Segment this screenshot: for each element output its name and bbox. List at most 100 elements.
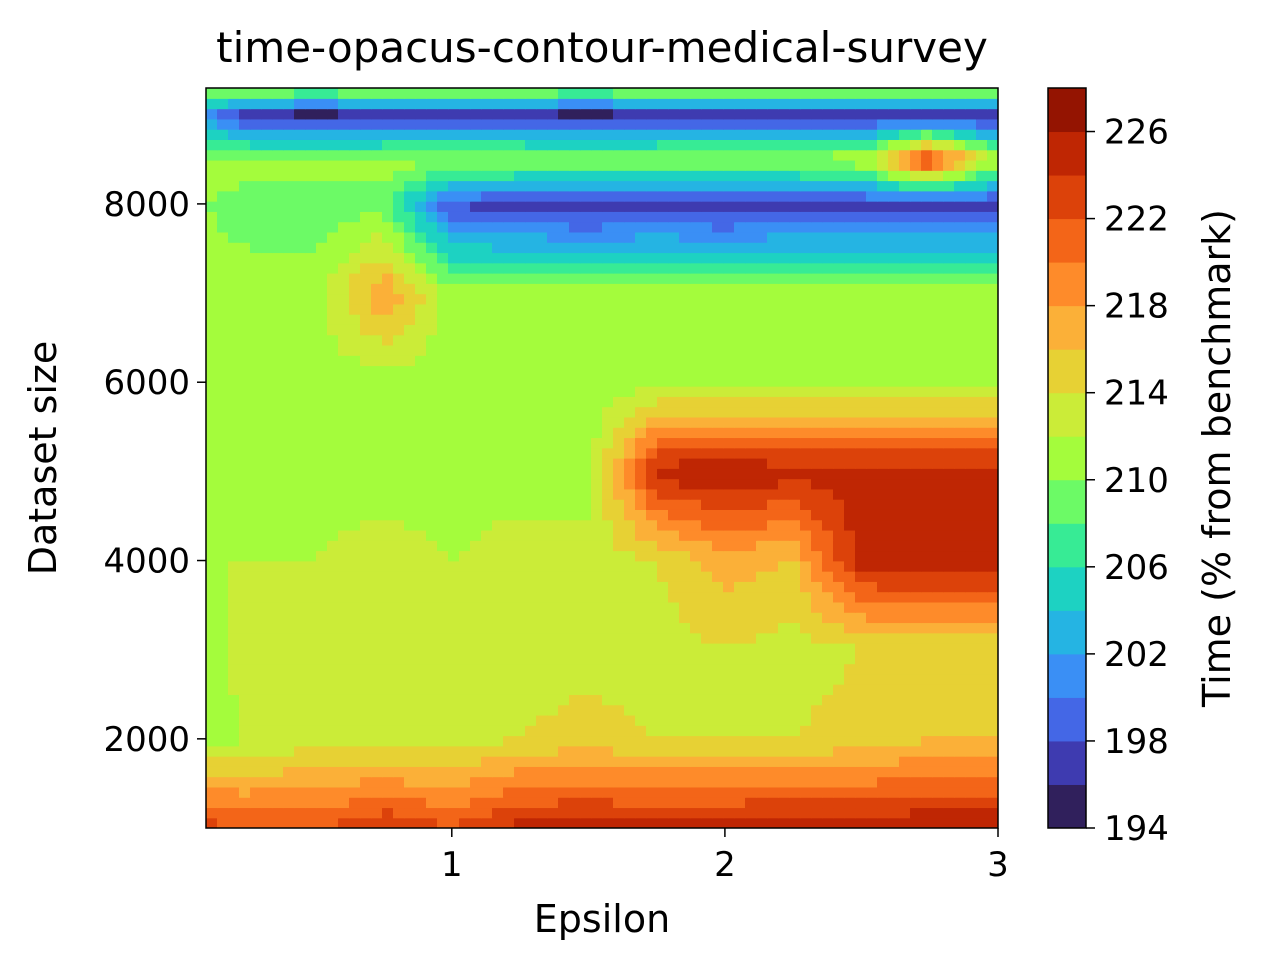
- contour-cell: [734, 355, 746, 367]
- contour-cell: [635, 571, 647, 582]
- contour-cell: [404, 735, 416, 747]
- contour-cell: [624, 365, 636, 377]
- contour-cell: [910, 344, 922, 356]
- contour-cell: [767, 704, 779, 716]
- contour-cell: [569, 427, 581, 439]
- contour-cell: [646, 745, 658, 757]
- contour-cell: [602, 704, 614, 716]
- contour-cell: [800, 468, 812, 480]
- contour-cell: [756, 745, 768, 757]
- contour-cell: [602, 303, 614, 315]
- contour-cell: [613, 242, 625, 254]
- contour-cell: [349, 529, 361, 541]
- contour-cell: [558, 406, 570, 418]
- contour-cell: [712, 766, 724, 778]
- contour-cell: [855, 766, 867, 778]
- contour-cell: [833, 231, 845, 243]
- contour-cell: [767, 447, 779, 459]
- contour-cell: [250, 252, 262, 264]
- contour-cell: [778, 468, 790, 480]
- contour-cell: [217, 303, 229, 315]
- contour-cell: [382, 273, 394, 284]
- contour-cell: [217, 694, 229, 706]
- contour-cell: [338, 786, 350, 798]
- contour-cell: [679, 560, 691, 572]
- contour-cell: [459, 694, 471, 706]
- contour-cell: [349, 499, 361, 510]
- contour-cell: [745, 149, 757, 161]
- contour-cell: [734, 704, 746, 716]
- contour-cell: [668, 427, 680, 439]
- contour-cell: [294, 334, 306, 346]
- contour-cell: [360, 581, 372, 593]
- contour-cell: [547, 293, 559, 305]
- contour-cell: [899, 334, 911, 346]
- contour-cell: [503, 581, 515, 593]
- contour-cell: [580, 242, 592, 254]
- contour-cell: [679, 170, 691, 182]
- contour-cell: [800, 190, 812, 202]
- contour-cell: [437, 118, 449, 130]
- contour-cell: [932, 612, 944, 624]
- contour-cell: [525, 159, 537, 171]
- contour-cell: [415, 663, 427, 675]
- contour-cell: [723, 797, 735, 809]
- contour-cell: [844, 324, 856, 336]
- contour-cell: [591, 560, 603, 572]
- contour-cell: [833, 684, 845, 695]
- contour-cell: [503, 201, 515, 212]
- contour-cell: [448, 334, 460, 346]
- contour-cell: [767, 725, 779, 737]
- contour-cell: [888, 129, 900, 140]
- contour-cell: [481, 581, 493, 593]
- contour-cell: [954, 252, 966, 264]
- contour-cell: [558, 396, 570, 408]
- contour-cell: [734, 447, 746, 459]
- contour-cell: [525, 499, 537, 510]
- contour-cell: [558, 273, 570, 284]
- contour-cell: [536, 303, 548, 315]
- contour-cell: [844, 786, 856, 798]
- contour-cell: [283, 673, 295, 685]
- contour-cell: [877, 622, 889, 634]
- contour-cell: [239, 571, 251, 582]
- contour-cell: [426, 663, 438, 675]
- contour-cell: [371, 468, 383, 480]
- contour-cell: [712, 416, 724, 428]
- contour-cell: [437, 344, 449, 356]
- contour-cell: [536, 386, 548, 397]
- contour-cell: [822, 694, 834, 706]
- contour-cell: [877, 735, 889, 747]
- contour-cell: [668, 571, 680, 582]
- contour-cell: [371, 519, 383, 531]
- contour-cell: [822, 499, 834, 510]
- contour-cell: [701, 632, 713, 644]
- contour-cell: [976, 221, 988, 233]
- contour-cell: [382, 355, 394, 367]
- contour-cell: [459, 324, 471, 336]
- contour-cell: [624, 735, 636, 747]
- contour-cell: [943, 540, 955, 552]
- contour-cell: [459, 560, 471, 572]
- contour-cell: [228, 386, 240, 397]
- contour-cell: [965, 324, 977, 336]
- contour-cell: [701, 293, 713, 305]
- contour-cell: [580, 478, 592, 490]
- contour-cell: [239, 314, 251, 325]
- contour-cell: [591, 365, 603, 377]
- contour-cell: [965, 797, 977, 809]
- contour-cell: [338, 540, 350, 552]
- contour-cell: [503, 817, 515, 828]
- contour-cell: [360, 273, 372, 284]
- contour-cell: [635, 293, 647, 305]
- contour-cell: [525, 324, 537, 336]
- contour-cell: [239, 735, 251, 747]
- contour-cell: [987, 591, 998, 603]
- contour-cell: [503, 807, 515, 819]
- contour-cell: [624, 231, 636, 243]
- contour-cell: [954, 406, 966, 418]
- contour-cell: [745, 242, 757, 254]
- contour-cell: [404, 540, 416, 552]
- contour-cell: [338, 159, 350, 171]
- contour-cell: [921, 684, 933, 695]
